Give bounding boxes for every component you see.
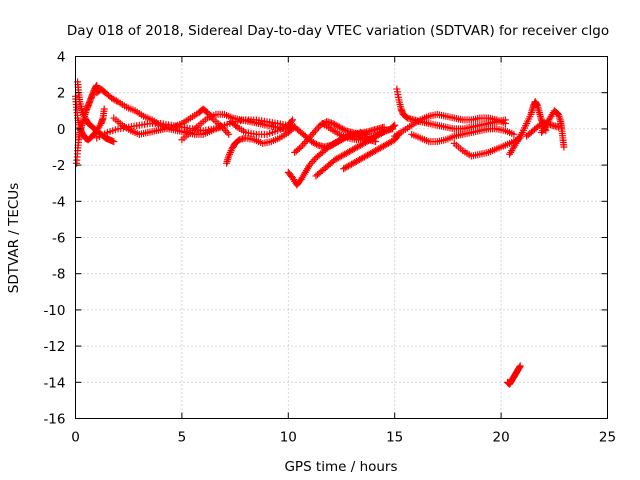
- data-point: [311, 127, 319, 135]
- data-point: [100, 105, 108, 113]
- data-point: [295, 144, 303, 152]
- data-point: [223, 129, 231, 137]
- x-tick-label: 0: [71, 430, 80, 446]
- data-point: [287, 117, 295, 125]
- y-tick-label: -2: [52, 158, 65, 174]
- series-arc-17: [391, 110, 509, 140]
- x-tick-label: 15: [386, 430, 403, 446]
- data-point: [555, 123, 563, 131]
- data-point: [510, 130, 518, 138]
- data-point: [310, 129, 318, 137]
- series-arc-14: [340, 130, 403, 173]
- data-point: [112, 97, 120, 105]
- series-arc-08: [223, 123, 299, 167]
- series-arc-22: [523, 119, 563, 140]
- y-axis-label: SDTVAR / TECUs: [6, 183, 22, 293]
- chart-title: Day 018 of 2018, Sidereal Day-to-day VTE…: [67, 23, 609, 39]
- data-point: [111, 96, 119, 104]
- series-arc-15: [318, 119, 399, 144]
- data-point: [391, 121, 399, 129]
- y-tick-label: -10: [43, 303, 65, 319]
- y-tick-label: -4: [52, 194, 65, 210]
- series-arc-07: [178, 110, 294, 144]
- y-tick-label: -14: [43, 375, 65, 391]
- data-point: [501, 119, 509, 127]
- data-points: [72, 78, 568, 388]
- x-axis-label: GPS time / hours: [284, 459, 397, 475]
- data-point: [313, 125, 321, 133]
- x-tick-label: 10: [280, 430, 297, 446]
- data-point: [340, 126, 348, 134]
- series-arc-09: [227, 116, 297, 138]
- data-point: [560, 143, 568, 151]
- grid: [75, 56, 608, 419]
- x-tick-label: 5: [178, 430, 187, 446]
- series-arc-21: [538, 107, 568, 151]
- data-point: [516, 362, 524, 370]
- y-tick-label: -6: [52, 231, 65, 247]
- data-point: [309, 157, 317, 165]
- data-point: [312, 140, 320, 148]
- data-point: [225, 130, 233, 138]
- data-point: [390, 122, 398, 130]
- x-tick-label: 20: [493, 430, 510, 446]
- y-tick-label: 0: [57, 122, 66, 138]
- y-tick-label: -8: [52, 267, 65, 283]
- y-tick-label: -16: [43, 412, 65, 428]
- data-point: [310, 156, 318, 164]
- y-tick-label: 4: [57, 50, 66, 66]
- y-tick-label: -12: [43, 339, 65, 355]
- x-tick-label: 25: [599, 430, 616, 446]
- data-point: [93, 81, 101, 89]
- series-arc-11: [291, 118, 388, 156]
- series-arc-06: [110, 105, 233, 138]
- series-arc-18: [408, 125, 518, 146]
- series-arc-23: [503, 362, 524, 388]
- y-tick-label: 2: [57, 86, 66, 102]
- data-point: [299, 141, 307, 149]
- data-point: [222, 127, 230, 135]
- data-point: [110, 138, 118, 146]
- data-point: [232, 122, 240, 130]
